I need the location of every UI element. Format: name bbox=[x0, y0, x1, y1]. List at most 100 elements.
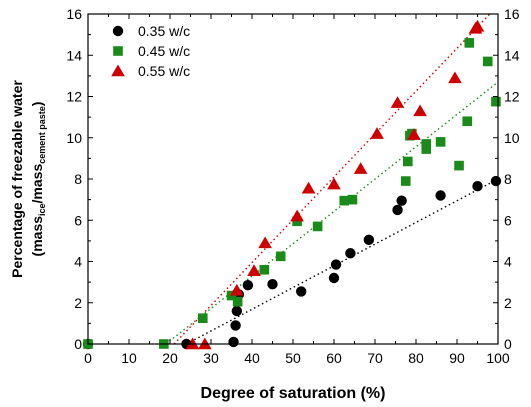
x-tick-label: 80 bbox=[408, 350, 424, 366]
x-tick-label: 30 bbox=[203, 350, 219, 366]
data-point-series-1 bbox=[242, 280, 254, 291]
data-point-series-2 bbox=[259, 264, 270, 275]
trend-line-series-3 bbox=[173, 13, 491, 345]
data-point-series-1 bbox=[228, 336, 239, 348]
data-point-series-1 bbox=[230, 320, 241, 331]
y-tick-label: 8 bbox=[74, 171, 82, 187]
data-point-series-2 bbox=[312, 221, 323, 232]
data-point-series-3 bbox=[185, 337, 200, 350]
data-point-series-3 bbox=[301, 181, 316, 194]
y-tick-label-right: 10 bbox=[504, 130, 520, 146]
data-point-series-3 bbox=[258, 236, 272, 249]
data-point-series-1 bbox=[363, 234, 375, 246]
data-point-series-2 bbox=[491, 96, 501, 107]
x-tick-label: 0 bbox=[84, 350, 92, 366]
data-point-series-2 bbox=[464, 38, 475, 48]
trend-lines bbox=[165, 13, 499, 345]
y-tick-label: 10 bbox=[66, 130, 82, 146]
legend-label-series-1: 0.35 w/c bbox=[138, 23, 190, 39]
data-point-series-2 bbox=[275, 251, 286, 262]
data-point-series-2 bbox=[454, 160, 464, 171]
y-tick-label: 0 bbox=[74, 336, 82, 352]
data-point-series-2 bbox=[421, 139, 432, 149]
data-point-series-1 bbox=[345, 248, 356, 259]
data-point-series-2 bbox=[421, 144, 432, 154]
x-tick-label: 60 bbox=[326, 350, 342, 366]
data-point-series-2 bbox=[339, 195, 350, 206]
data-point-series-3 bbox=[413, 104, 427, 117]
data-point-series-3 bbox=[198, 337, 212, 350]
data-point-series-1 bbox=[328, 272, 340, 284]
data-point-series-1 bbox=[267, 278, 278, 290]
data-point-series-1 bbox=[435, 190, 446, 201]
x-tick-label: 20 bbox=[162, 350, 178, 366]
data-point-series-2 bbox=[347, 194, 358, 205]
data-point-series-1 bbox=[472, 181, 483, 192]
y-tick-label: 6 bbox=[74, 212, 82, 228]
y-axis-title-line1: Percentage of freezable water bbox=[9, 80, 25, 278]
data-point-series-1 bbox=[490, 175, 502, 187]
data-point-series-2 bbox=[198, 313, 208, 324]
data-point-series-3 bbox=[290, 209, 304, 222]
data-point-series-3 bbox=[353, 162, 368, 174]
legend-marker-series-2 bbox=[113, 46, 123, 56]
y-tick-label: 16 bbox=[66, 6, 82, 22]
data-point-series-2 bbox=[462, 116, 473, 127]
data-point-series-3 bbox=[230, 283, 244, 296]
y-tick-label: 14 bbox=[66, 47, 82, 63]
data-point-series-2 bbox=[400, 176, 411, 186]
x-tick-label: 70 bbox=[367, 350, 383, 366]
data-point-series-1 bbox=[231, 305, 243, 317]
y-tick-label-right: 16 bbox=[504, 6, 520, 22]
legend-label-series-3: 0.55 w/c bbox=[138, 63, 190, 79]
series-3-points bbox=[185, 19, 485, 350]
data-point-series-3 bbox=[327, 177, 341, 190]
data-point-series-2 bbox=[435, 137, 446, 147]
y-tick-label-right: 2 bbox=[504, 295, 512, 311]
x-tick-label: 40 bbox=[244, 350, 260, 366]
data-point-series-3 bbox=[247, 264, 261, 276]
data-point-series-2 bbox=[232, 296, 243, 307]
y-tick-label: 12 bbox=[66, 89, 82, 105]
y-title-close: ) bbox=[29, 102, 45, 107]
trend-line-series-2 bbox=[165, 81, 499, 345]
x-tick-label: 90 bbox=[449, 350, 465, 366]
y-tick-label-right: 4 bbox=[504, 254, 512, 270]
data-point-series-3 bbox=[470, 19, 485, 32]
data-point-series-2 bbox=[403, 156, 413, 167]
x-tick-label: 100 bbox=[486, 350, 510, 366]
data-point-series-2 bbox=[482, 56, 493, 67]
data-point-series-3 bbox=[448, 71, 462, 84]
y-tick-label-right: 6 bbox=[504, 212, 512, 228]
y-tick-label-right: 8 bbox=[504, 171, 512, 187]
y-title-sub-ice: ice bbox=[37, 203, 47, 216]
y-axis-title-line2: (massice/masscement paste) bbox=[29, 102, 47, 257]
y-tick-label-right: 0 bbox=[504, 336, 512, 352]
data-point-series-3 bbox=[370, 127, 384, 139]
data-points bbox=[82, 19, 502, 350]
legend-label-series-2: 0.45 w/c bbox=[138, 43, 190, 59]
data-point-series-1 bbox=[330, 259, 342, 270]
y-title-mid: /mass bbox=[29, 164, 45, 204]
legend: 0.35 w/c 0.45 w/c 0.55 w/c bbox=[111, 23, 190, 79]
y-title-sub-paste: cement paste bbox=[37, 106, 47, 164]
data-point-series-1 bbox=[296, 286, 307, 297]
x-tick-label: 50 bbox=[285, 350, 301, 366]
data-point-series-1 bbox=[396, 195, 407, 206]
data-point-series-1 bbox=[392, 204, 403, 216]
y-tick-label: 4 bbox=[74, 254, 82, 270]
legend-marker-series-1 bbox=[112, 25, 124, 37]
y-tick-label-right: 14 bbox=[504, 47, 520, 63]
y-title-open: (mass bbox=[29, 216, 45, 257]
legend-marker-series-3 bbox=[111, 64, 125, 77]
series-1-points bbox=[82, 175, 502, 350]
data-point-series-3 bbox=[407, 128, 421, 140]
y-tick-label-right: 12 bbox=[504, 89, 520, 105]
data-point-series-3 bbox=[390, 96, 405, 108]
y-tick-label: 2 bbox=[74, 295, 82, 311]
trend-line-series-1 bbox=[186, 178, 499, 345]
x-axis-title: Degree of saturation (%) bbox=[201, 385, 386, 402]
x-tick-label: 10 bbox=[121, 350, 137, 366]
